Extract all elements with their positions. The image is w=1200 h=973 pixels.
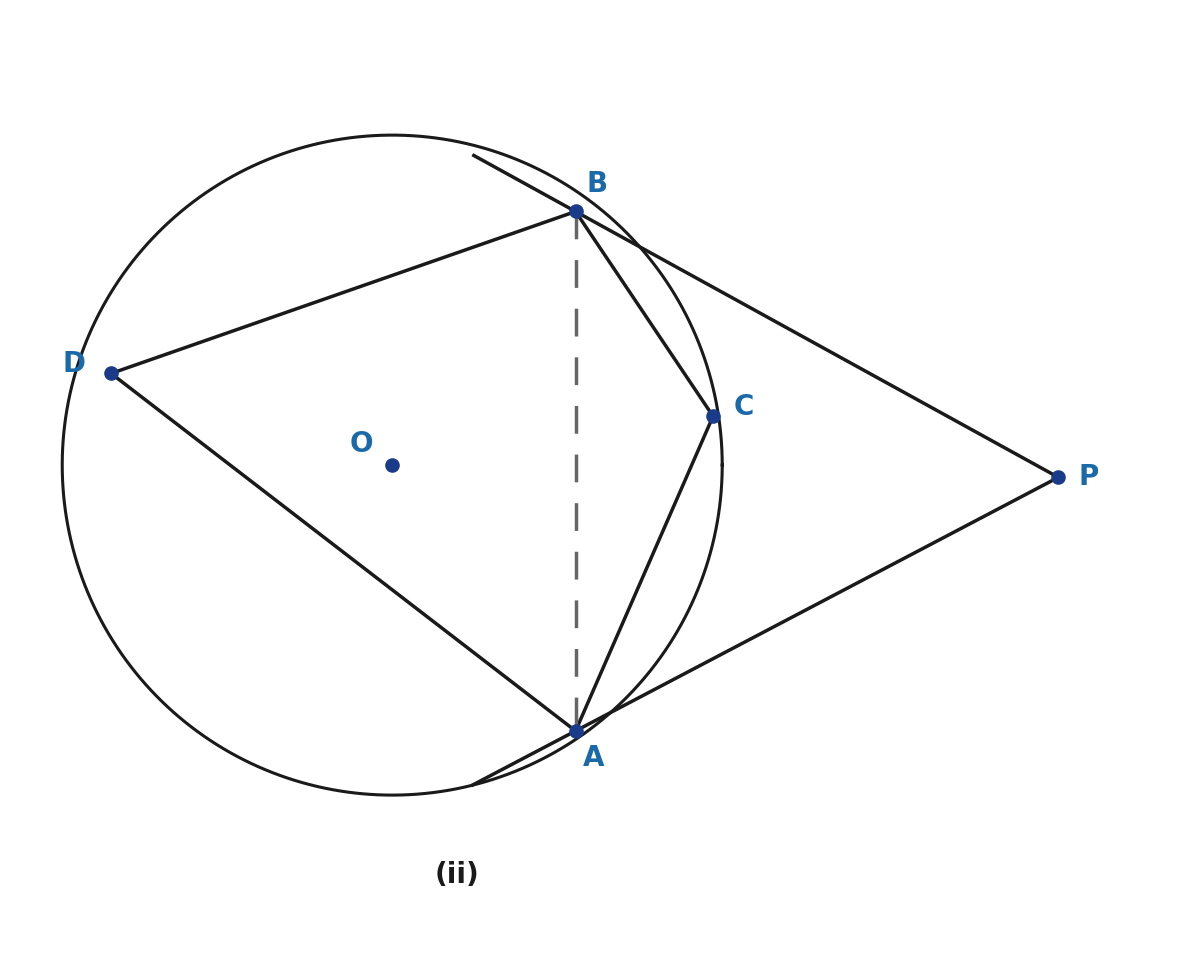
Point	[383, 457, 402, 473]
Text: P: P	[1079, 463, 1099, 491]
Point	[703, 409, 722, 424]
Point	[566, 203, 586, 219]
Point	[1049, 470, 1068, 486]
Point	[566, 723, 586, 739]
Text: (ii): (ii)	[434, 860, 479, 888]
Text: D: D	[62, 350, 86, 378]
Text: C: C	[733, 393, 754, 421]
Point	[102, 366, 121, 381]
Text: B: B	[587, 170, 607, 198]
Text: A: A	[583, 744, 605, 773]
Text: O: O	[350, 430, 373, 457]
